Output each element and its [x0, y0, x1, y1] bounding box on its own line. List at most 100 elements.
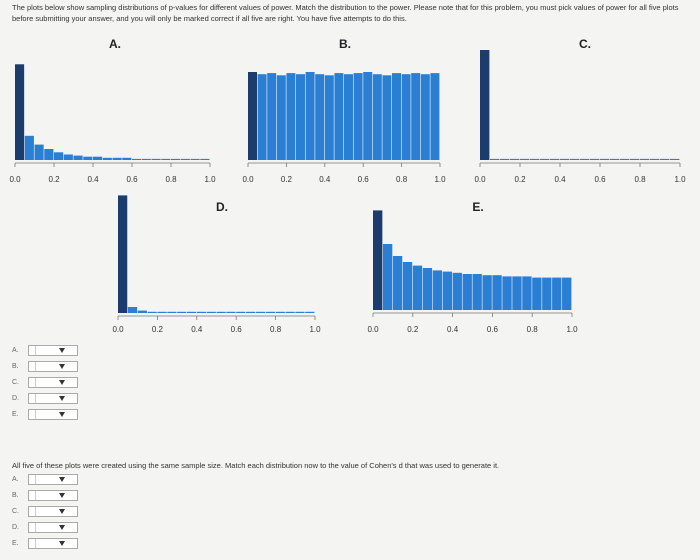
- chart-title: A.: [109, 37, 121, 51]
- bar: [177, 311, 187, 313]
- bar: [141, 158, 151, 160]
- bar: [151, 158, 161, 160]
- bar: [206, 311, 216, 313]
- bar: [267, 73, 277, 160]
- dropdown[interactable]: [28, 408, 78, 420]
- x-tick-label: 1.0: [434, 175, 446, 184]
- x-tick-label: 0.4: [87, 175, 99, 184]
- x-tick-label: 0.0: [367, 325, 379, 334]
- dropdown[interactable]: [28, 376, 78, 388]
- bar: [296, 74, 305, 160]
- bar: [610, 158, 620, 160]
- dropdown-label: A.: [12, 346, 19, 354]
- bar: [482, 275, 492, 310]
- bar: [373, 210, 383, 310]
- bar: [510, 158, 520, 160]
- bar: [500, 158, 510, 160]
- bar: [44, 149, 54, 160]
- bar: [236, 311, 246, 313]
- bar: [132, 158, 142, 160]
- dropdown[interactable]: [28, 392, 78, 404]
- dropdown[interactable]: [28, 505, 78, 517]
- bar: [411, 73, 421, 160]
- bar: [122, 157, 132, 160]
- x-tick-label: 1.0: [674, 175, 686, 184]
- bar: [392, 256, 403, 310]
- x-tick-label: 0.6: [594, 175, 606, 184]
- bar: [161, 158, 171, 160]
- x-tick-label: 0.6: [358, 175, 370, 184]
- bar: [452, 272, 462, 310]
- bar: [382, 244, 393, 310]
- bar: [420, 74, 430, 160]
- dropdown-label: C.: [12, 378, 19, 386]
- bar: [550, 158, 560, 160]
- bar: [363, 72, 373, 160]
- bar: [180, 158, 190, 160]
- dropdown-row: D.: [12, 521, 78, 533]
- bar: [200, 158, 210, 160]
- dropdown[interactable]: [28, 344, 78, 356]
- x-tick-label: 1.0: [204, 175, 216, 184]
- dropdown-label: D.: [12, 523, 19, 531]
- dropdown[interactable]: [28, 537, 78, 549]
- bar: [190, 158, 200, 160]
- x-tick-label: 0.6: [126, 175, 138, 184]
- x-tick-label: 0.0: [9, 175, 21, 184]
- bar: [334, 73, 344, 160]
- dropdown-row: B.: [12, 360, 78, 372]
- bar: [157, 311, 167, 313]
- bar: [315, 74, 325, 160]
- chart-title: B.: [339, 37, 351, 51]
- bar: [540, 158, 550, 160]
- bar: [186, 311, 197, 313]
- x-tick-label: 0.6: [231, 325, 243, 334]
- bar: [490, 158, 500, 160]
- bar: [442, 271, 452, 310]
- bar: [93, 156, 103, 160]
- bar: [285, 311, 295, 313]
- bar: [590, 158, 600, 160]
- x-tick-label: 1.0: [566, 325, 578, 334]
- dropdown[interactable]: [28, 489, 78, 501]
- bar: [248, 72, 257, 160]
- dropdown-row: A.: [12, 473, 78, 485]
- bar: [34, 144, 44, 160]
- bar: [372, 74, 382, 160]
- dropdown-row: E.: [12, 537, 78, 549]
- bar: [353, 73, 363, 160]
- bar: [562, 277, 572, 310]
- bar: [522, 276, 532, 310]
- x-tick-label: 0.6: [487, 325, 499, 334]
- bar: [532, 277, 542, 310]
- bar: [382, 75, 392, 160]
- dropdown[interactable]: [28, 473, 78, 485]
- dropdown-row: A.: [12, 344, 78, 356]
- bar: [520, 158, 530, 160]
- bar: [15, 64, 25, 160]
- bar: [401, 74, 411, 160]
- bar: [63, 154, 73, 160]
- bar: [432, 270, 443, 310]
- bar: [502, 276, 512, 310]
- bar: [305, 311, 315, 313]
- bar: [246, 311, 256, 313]
- x-tick-label: 0.2: [407, 325, 419, 334]
- bar: [552, 277, 562, 310]
- bar: [137, 310, 147, 313]
- chart-title: C.: [579, 37, 591, 51]
- bar: [580, 158, 590, 160]
- dropdown-row: C.: [12, 376, 78, 388]
- x-tick-label: 0.8: [165, 175, 177, 184]
- x-tick-label: 0.2: [48, 175, 60, 184]
- dropdown[interactable]: [28, 521, 78, 533]
- x-tick-label: 0.8: [527, 325, 539, 334]
- bar: [620, 158, 630, 160]
- x-tick-label: 1.0: [309, 325, 321, 334]
- bar: [530, 158, 540, 160]
- x-tick-label: 0.2: [281, 175, 293, 184]
- dropdown-label: E.: [12, 539, 19, 547]
- dropdown[interactable]: [28, 360, 78, 372]
- bar: [670, 158, 680, 160]
